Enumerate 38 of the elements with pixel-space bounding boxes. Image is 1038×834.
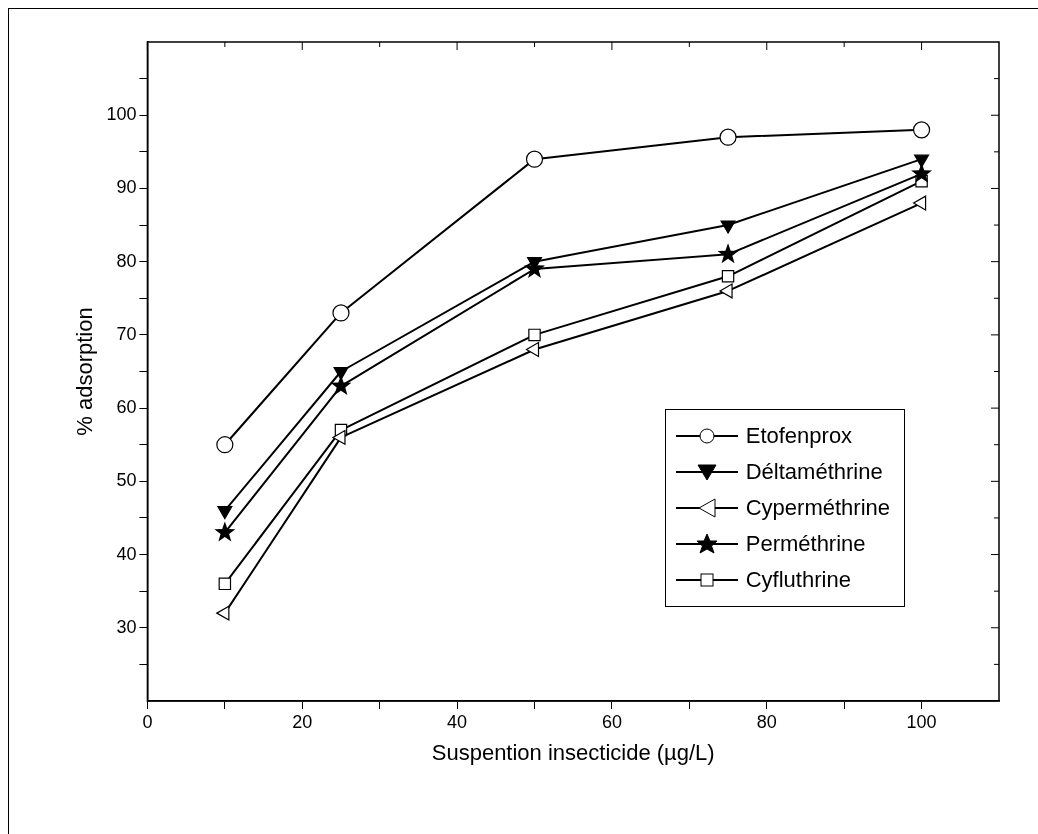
y-axis-title: % adsorption bbox=[72, 307, 98, 436]
point bbox=[214, 521, 236, 542]
point bbox=[216, 436, 234, 454]
x-tick-label: 60 bbox=[601, 711, 622, 732]
y-tick-label: 40 bbox=[116, 543, 137, 564]
y-tick-label: 70 bbox=[116, 323, 137, 344]
point bbox=[912, 195, 927, 211]
y-tick-label: 30 bbox=[116, 616, 137, 637]
point bbox=[528, 328, 541, 342]
point bbox=[719, 283, 733, 299]
point bbox=[717, 243, 739, 264]
point bbox=[332, 304, 350, 322]
point bbox=[330, 375, 352, 396]
y-tick-label: 50 bbox=[116, 470, 137, 491]
y-tick-label: 80 bbox=[116, 250, 137, 271]
point bbox=[719, 128, 737, 146]
y-tick-label: 100 bbox=[106, 104, 137, 125]
point bbox=[216, 605, 230, 621]
point bbox=[332, 429, 346, 445]
y-tick-label: 90 bbox=[116, 177, 137, 198]
point bbox=[525, 150, 544, 168]
x-axis-title: Suspention insecticide (µg/L) bbox=[431, 739, 715, 765]
y-tick-label: 60 bbox=[116, 397, 137, 418]
legend-label: Perméthrine bbox=[745, 531, 866, 557]
x-tick-label: 0 bbox=[142, 711, 153, 732]
point bbox=[721, 270, 735, 283]
point bbox=[912, 121, 931, 139]
point bbox=[218, 577, 232, 591]
x-tick-label: 80 bbox=[756, 711, 777, 732]
x-tick-label: 40 bbox=[447, 711, 468, 732]
point bbox=[525, 342, 540, 358]
legend-label: Cyfluthrine bbox=[745, 567, 851, 593]
legend-label: Cyperméthrine bbox=[745, 495, 890, 521]
x-tick-label: 20 bbox=[292, 711, 313, 732]
point bbox=[720, 220, 736, 234]
legend-label: Déltaméthrine bbox=[745, 459, 883, 485]
legend-label: Etofenprox bbox=[745, 423, 853, 449]
x-tick-label: 100 bbox=[906, 711, 937, 732]
